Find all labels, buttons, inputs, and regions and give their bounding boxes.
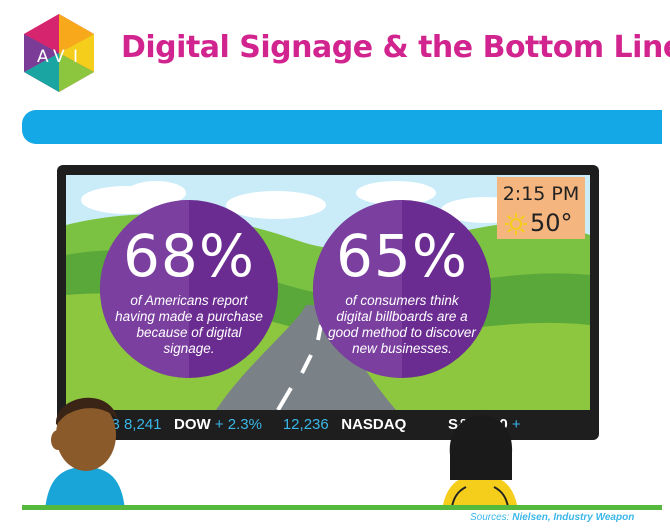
ground-line (22, 505, 662, 510)
stat-percent: 65% (336, 222, 468, 290)
clock-time: 2:15 PM (502, 183, 580, 205)
blue-banner (22, 110, 662, 144)
stat-circle-consumers: 65% of consumers think digital billboard… (313, 200, 491, 378)
logo-letter-i: I (73, 47, 78, 67)
ticker-change: 12,236 (282, 416, 329, 433)
sources-credit: Sources: Nielsen, Industry Weapon (470, 512, 634, 523)
ticker-change: + (511, 416, 521, 433)
stat-description: of Americans report having made a purcha… (115, 293, 263, 356)
weather-widget: 2:15 PM 50° (497, 177, 585, 239)
ticker-name: DOW (174, 416, 211, 433)
avi-logo: A V I (24, 14, 94, 92)
girl-illustration (442, 415, 518, 510)
page-title: Digital Signage & the Bottom Line (121, 30, 670, 65)
temperature: 50° (530, 209, 573, 237)
ticker-name: NASDAQ (341, 416, 407, 433)
sources-list: Nielsen, Industry Weapon (512, 512, 635, 523)
logo-letter-v: V (53, 47, 65, 67)
boy-illustration (45, 397, 125, 510)
stat-description: of consumers think digital billboards ar… (328, 293, 476, 356)
ticker-change: + 2.3% (214, 416, 262, 433)
sources-prefix: Sources: (470, 512, 510, 523)
stat-percent: 68% (123, 222, 255, 290)
stat-circle-americans: 68% of Americans report having made a pu… (100, 200, 278, 378)
logo-letter-a: A (37, 47, 49, 67)
sun-icon (505, 213, 527, 235)
